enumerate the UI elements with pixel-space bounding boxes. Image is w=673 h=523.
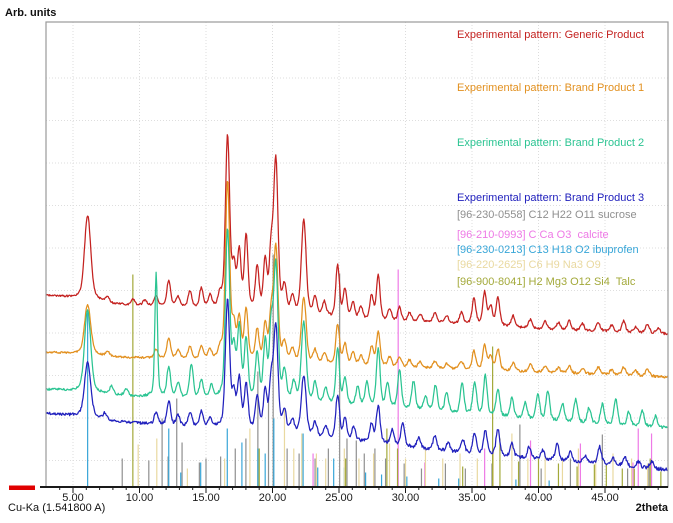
experimental-curve: [45, 180, 669, 379]
y-axis-label: Arb. units: [5, 7, 57, 19]
experimental-curve: [45, 134, 669, 336]
experimental-curve: [45, 298, 668, 472]
anode-wavelength-label: Cu-Ka (1.541800 A): [8, 502, 106, 514]
experimental-curve: [46, 228, 668, 430]
x-tick-label: 5.00: [62, 492, 84, 504]
x-tick-label: 30.00: [391, 492, 420, 504]
x-tick-label: 15.00: [192, 492, 220, 504]
x-tick-label: 10.00: [125, 492, 154, 504]
x-tick-label: 40.00: [524, 492, 553, 504]
x-tick-label: 20.00: [258, 492, 287, 504]
x-tick-label: 35.00: [458, 492, 486, 504]
axis-origin-marker: [9, 485, 35, 490]
x-tick-label: 45.00: [591, 492, 619, 504]
x-axis-title: 2theta: [635, 502, 668, 514]
x-tick-label: 25.00: [325, 492, 353, 504]
